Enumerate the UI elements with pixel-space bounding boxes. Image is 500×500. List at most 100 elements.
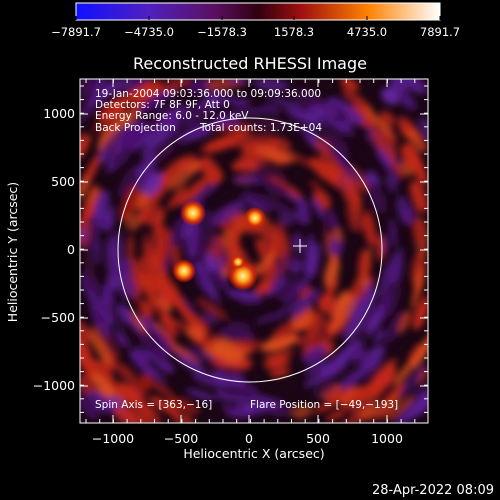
- ripple-texture: [163, 107, 192, 127]
- ripple-texture: [293, 87, 324, 107]
- ripple-texture: [90, 389, 116, 415]
- ripple-texture: [179, 295, 197, 315]
- ripple-texture: [92, 101, 121, 132]
- ripple-texture: [411, 79, 428, 97]
- ripple-texture: [167, 185, 187, 210]
- ripple-texture: [340, 371, 365, 391]
- ripple-texture: [377, 149, 400, 186]
- ripple-texture: [143, 349, 164, 368]
- colorbar-labels: −7891.7 −4735.0 −1578.3 1578.3 4735.0 7891.7: [51, 25, 460, 39]
- ripple-texture: [322, 219, 336, 236]
- ripple-texture: [220, 403, 237, 410]
- colorbar: [75, 2, 441, 21]
- ripple-texture: [141, 123, 170, 147]
- ripple-texture: [138, 299, 154, 319]
- colorbar-ticks: [75, 16, 441, 20]
- ripple-texture: [177, 104, 217, 124]
- ripple-texture: [206, 136, 235, 152]
- info-method: Back Projection: [95, 122, 176, 134]
- flare-position-label: Flare Position = [−49,−193]: [250, 399, 398, 411]
- ripple-texture: [361, 280, 374, 305]
- ripple-texture: [331, 149, 361, 182]
- ripple-texture: [254, 146, 296, 164]
- ripple-texture: [120, 185, 139, 222]
- ripple-texture: [407, 128, 426, 153]
- ripple-texture: [363, 134, 377, 149]
- ripple-texture: [400, 144, 421, 172]
- ripple-texture: [132, 347, 149, 363]
- ripple-texture: [291, 404, 313, 420]
- plot-frame: [79, 78, 429, 424]
- y-tick-label: −1000: [33, 378, 75, 393]
- ripple-texture: [159, 159, 187, 186]
- ripple-texture: [412, 331, 428, 369]
- ripple-texture: [341, 174, 362, 205]
- ripple-texture: [388, 153, 404, 180]
- ripple-texture: [133, 80, 163, 103]
- ripple-texture: [358, 402, 380, 420]
- colorbar-tick-label: 7891.7: [420, 25, 460, 39]
- ripple-texture: [308, 242, 320, 279]
- ripple-texture: [141, 208, 158, 227]
- ripple-texture: [399, 364, 427, 398]
- ripple-texture: [253, 79, 289, 92]
- ripple-texture: [292, 232, 304, 254]
- ripple-texture: [220, 347, 245, 364]
- ripple-texture: [414, 265, 425, 297]
- ripple-texture: [387, 252, 400, 286]
- ripple-texture: [377, 404, 395, 420]
- x-tick-label: 1000: [371, 431, 403, 446]
- ripple-texture: [341, 88, 374, 113]
- ripple-texture: [405, 141, 425, 171]
- ripple-texture: [248, 165, 287, 183]
- ripple-texture: [227, 321, 251, 333]
- bright-source: [244, 207, 266, 229]
- ripple-texture: [115, 362, 138, 385]
- ripple-texture: [412, 295, 428, 331]
- colorbar-tick-label: −4735.0: [124, 25, 174, 39]
- ripple-texture: [254, 252, 276, 275]
- ripple-texture: [231, 160, 259, 172]
- y-tick-label: −500: [41, 310, 75, 325]
- ripple-texture: [148, 396, 179, 415]
- ripple-texture: [226, 289, 261, 301]
- ripple-texture: [362, 210, 377, 248]
- ripple-texture: [389, 218, 397, 248]
- ripple-texture: [155, 302, 176, 328]
- ripple-texture: [209, 200, 247, 226]
- ripple-texture: [362, 252, 372, 281]
- ripple-texture: [158, 104, 184, 120]
- ripple-texture: [201, 163, 219, 175]
- ripple-texture: [246, 199, 274, 211]
- ripple-texture: [367, 358, 397, 390]
- ripple-texture: [240, 150, 266, 160]
- ripple-texture: [376, 233, 385, 262]
- ripple-texture: [398, 310, 412, 334]
- ripple-texture: [98, 295, 115, 325]
- ripple-texture: [197, 280, 222, 304]
- solar-limb-circle: [117, 117, 383, 383]
- ripple-texture: [197, 183, 218, 199]
- x-axis-label: Heliocentric X (arcsec): [183, 446, 324, 461]
- ripple-texture: [302, 345, 328, 365]
- ripple-texture: [388, 82, 417, 111]
- ripple-texture: [196, 159, 215, 172]
- ripple-texture: [278, 208, 296, 226]
- ripple-texture: [364, 170, 380, 189]
- colorbar-tick-label: −7891.7: [51, 25, 101, 39]
- ripple-texture: [137, 373, 154, 390]
- x-tick-label: 500: [306, 431, 330, 446]
- ripple-texture: [281, 148, 319, 170]
- info-total-counts: Total counts: 1.73E+04: [199, 122, 322, 134]
- x-tick-labels: −1000 −500 0 500 1000: [92, 431, 403, 446]
- ripple-texture: [178, 356, 205, 373]
- info-block: 19-Jan-2004 09:03:36.000 to 09:09:36.000…: [95, 88, 322, 134]
- info-detectors: Detectors: 7F 8F 9F, Att 0: [95, 99, 230, 111]
- ripple-texture: [230, 97, 250, 108]
- ripple-texture: [151, 137, 181, 163]
- ripple-texture: [94, 79, 123, 102]
- ripple-texture: [119, 120, 150, 151]
- ripple-texture: [302, 333, 328, 354]
- ripple-texture: [313, 398, 342, 414]
